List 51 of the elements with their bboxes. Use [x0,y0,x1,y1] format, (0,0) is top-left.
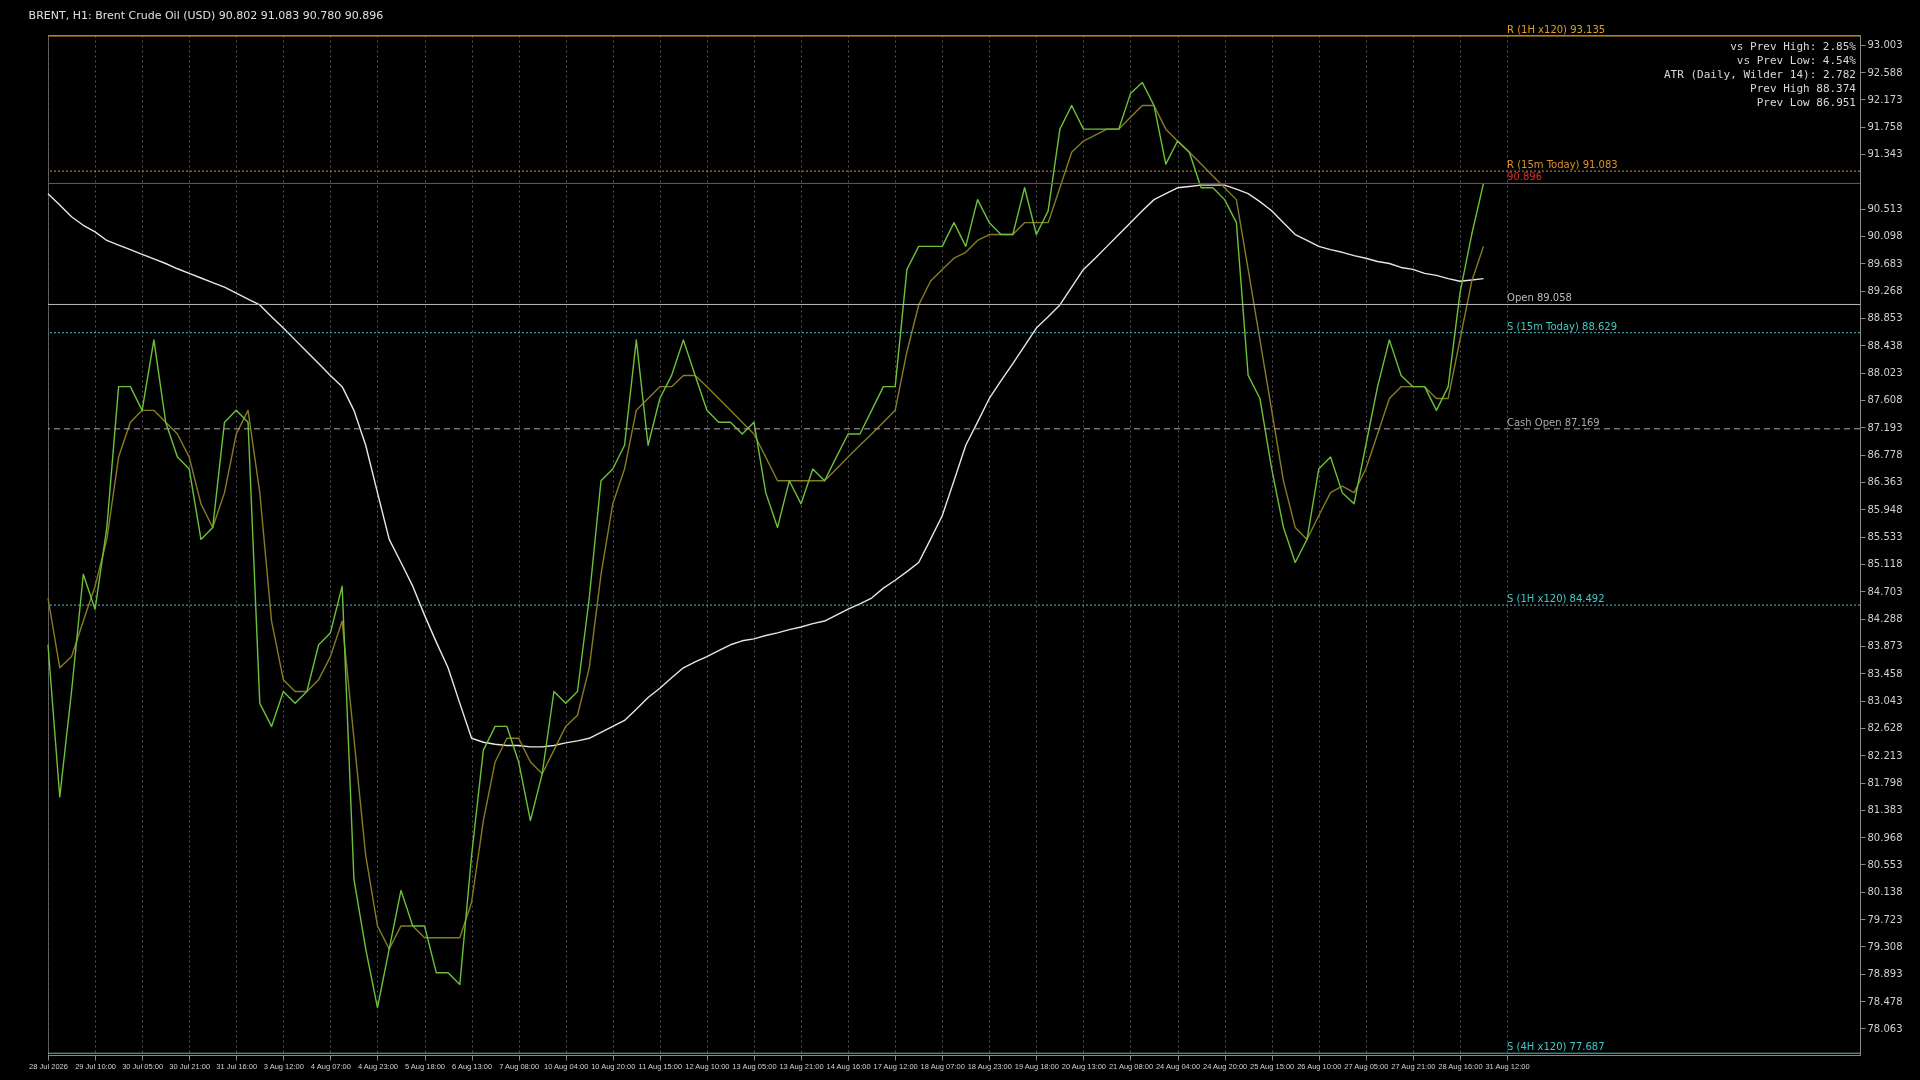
annotation: vs Prev High: 2.85% [1730,40,1857,53]
y-tick-label: 82.628 [1867,722,1903,734]
y-tick-label: 83.873 [1867,640,1903,652]
y-tick-label: 89.683 [1867,257,1903,269]
y-tick-label: 82.213 [1867,749,1903,761]
y-tick-label: 86.778 [1867,449,1903,461]
y-tick-label: 91.343 [1867,148,1903,160]
y-tick-label: 92.173 [1867,93,1903,105]
y-tick-label: 92.588 [1867,66,1903,78]
ref-line-label: S (15m Today) 88.629 [1507,320,1618,332]
y-tick-label: 80.553 [1867,859,1903,870]
y-tick-label: 84.288 [1867,613,1903,625]
y-tick-label: 85.533 [1867,531,1903,543]
y-tick-label: 89.268 [1867,285,1903,297]
y-tick-label: 85.118 [1867,558,1903,570]
annotation: vs Prev Low: 4.54% [1736,54,1857,67]
y-tick-label: 83.043 [1867,695,1903,707]
ref-line-label: Cash Open 87.169 [1507,416,1600,428]
ref-line-label: S (1H x120) 84.492 [1507,593,1605,605]
y-tick-label: 86.363 [1867,476,1903,488]
y-tick-label: 93.003 [1867,39,1903,51]
y-tick-label: 79.723 [1867,913,1903,925]
ref-line-label: R (1H x120) 93.135 [1507,23,1606,35]
ref-line-label: R (15m Today) 91.083 [1507,159,1618,171]
y-tick-label: 84.703 [1867,585,1903,597]
y-tick-label: 88.023 [1867,367,1903,379]
chart-title: BRENT, H1: Brent Crude Oil (USD) 90.802 91.083 90.780 90.896 [28,8,384,22]
annotation: Prev High 88.374 [1750,82,1857,95]
y-tick-label: 78.893 [1867,968,1903,980]
y-tick-label: 81.798 [1867,777,1903,789]
y-tick-label: 81.383 [1867,804,1903,816]
y-tick-label: 88.438 [1867,339,1903,351]
ref-line-label: Open 89.058 [1507,292,1572,304]
annotation: Prev Low 86.951 [1756,96,1856,109]
y-tick-label: 79.308 [1867,940,1903,952]
y-tick-label: 80.968 [1867,831,1903,843]
line-series [47,184,1485,748]
y-tick-label: 91.758 [1867,121,1903,133]
y-tick-label: 87.608 [1867,394,1903,406]
ref-line-label: S (4H x120) 77.687 [1507,1041,1605,1053]
y-tick-label: 90.513 [1867,203,1903,215]
y-tick-label: 85.948 [1867,503,1903,515]
y-tick-label: 88.853 [1867,312,1903,324]
ref-line-label: 90.896 [1507,171,1543,183]
y-tick-label: 78.063 [1867,1022,1903,1034]
y-tick-label: 90.098 [1867,230,1903,242]
y-tick-label: 83.458 [1867,667,1903,679]
y-tick-label: 80.138 [1867,886,1903,898]
y-tick-label: 87.193 [1867,421,1903,433]
annotation: ATR (Daily, Wilder 14): 2.782 [1663,68,1856,81]
y-tick-label: 78.478 [1867,995,1903,1007]
